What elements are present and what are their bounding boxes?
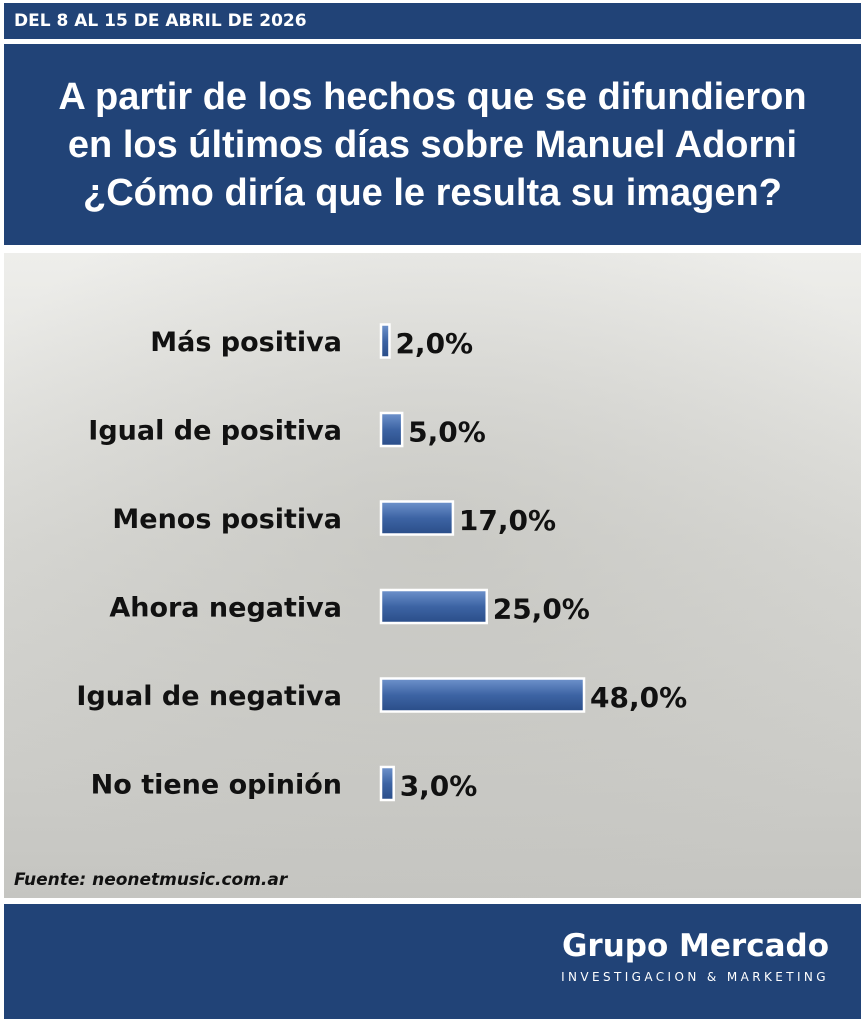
- brand-logo-name: Grupo Mercado: [561, 928, 829, 964]
- date-range-header: DEL 8 AL 15 DE ABRIL DE 2026: [4, 3, 861, 39]
- value-label: 17,0%: [459, 504, 556, 537]
- brand-tagline: INVESTIGACION & MARKETING: [561, 970, 829, 984]
- value-label: 48,0%: [590, 681, 687, 714]
- survey-question-title: A partir de los hechos que se difundiero…: [4, 44, 861, 245]
- value-label: 25,0%: [493, 593, 590, 626]
- bar: [379, 411, 404, 448]
- category-label: No tiene opinión: [91, 770, 342, 801]
- title-line-1: A partir de los hechos que se difundiero…: [58, 75, 807, 118]
- category-label: Ahora negativa: [109, 593, 342, 624]
- bar-chart: Más positiva 2,0% Igual de positiva 5,0% Men…: [4, 253, 861, 898]
- chart-panel: Más positiva 2,0% Igual de positiva 5,0% Men…: [4, 253, 861, 898]
- bar: [379, 765, 395, 802]
- title-line-2: en los últimos días sobre Manuel Adorni: [67, 123, 798, 166]
- bar: [379, 323, 391, 359]
- source-caption: Fuente: neonetmusic.com.ar: [14, 870, 289, 890]
- title-line-3: ¿Cómo diría que le resulta su imagen?: [83, 171, 782, 214]
- value-label: 2,0%: [395, 327, 473, 360]
- category-label: Igual de positiva: [88, 416, 342, 447]
- category-label: Más positiva: [150, 327, 342, 358]
- bar: [379, 677, 586, 713]
- footer-brand-bar: Grupo Mercado INVESTIGACION & MARKETING: [4, 904, 861, 1019]
- category-label: Igual de negativa: [76, 681, 342, 712]
- value-label: 5,0%: [408, 416, 486, 449]
- category-label: Menos positiva: [112, 504, 342, 535]
- bar: [379, 500, 455, 536]
- bar: [379, 588, 488, 625]
- value-label: 3,0%: [400, 770, 478, 803]
- background-photo-shade: [4, 253, 861, 898]
